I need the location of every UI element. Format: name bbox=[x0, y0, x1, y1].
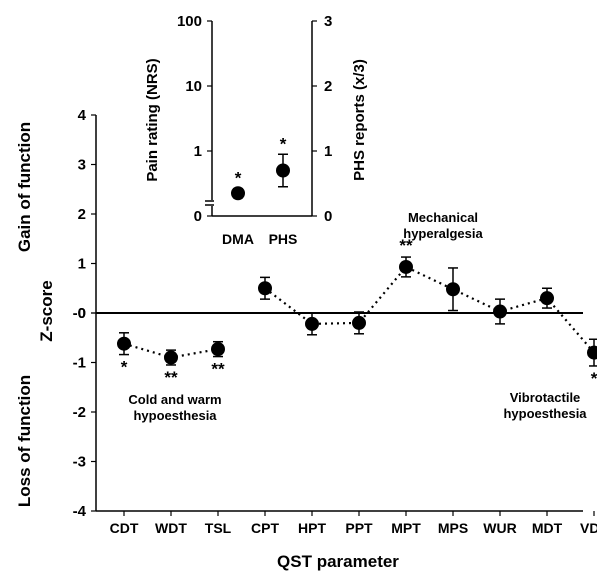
x-tick-label: PPT bbox=[345, 520, 373, 536]
x-tick-label: VDT bbox=[580, 520, 597, 536]
inset-right-tick-label: 2 bbox=[324, 78, 332, 95]
data-point bbox=[117, 336, 131, 351]
x-tick-label: WDT bbox=[155, 520, 187, 536]
inset-right-tick-label: 0 bbox=[324, 208, 332, 225]
inset-right-axis-label: PHS reports (x/3) bbox=[351, 59, 368, 181]
annotation-cold-warm-line1: Cold and warm bbox=[128, 392, 221, 407]
significance-marker: ** bbox=[399, 236, 413, 255]
inset-significance-marker: * bbox=[235, 169, 242, 188]
y-tick-label: 1 bbox=[78, 256, 86, 273]
y-tick-label: 3 bbox=[78, 157, 86, 174]
inset-right-tick-label: 3 bbox=[324, 13, 332, 30]
annotation-vibro-line1: Vibrotactile bbox=[510, 390, 581, 405]
significance-marker: * bbox=[591, 369, 597, 388]
annotation-cold-warm-line2: hypoesthesia bbox=[133, 408, 217, 423]
data-point bbox=[493, 304, 507, 319]
inset-left-tick-label: 10 bbox=[185, 78, 202, 95]
annotation-mech-line1: Mechanical bbox=[408, 210, 478, 225]
x-tick-label: WUR bbox=[483, 520, 516, 536]
x-tick-label: MPT bbox=[391, 520, 421, 536]
significance-marker: * bbox=[121, 358, 128, 377]
data-point bbox=[305, 316, 319, 331]
data-point bbox=[540, 291, 554, 306]
x-tick-label: CDT bbox=[110, 520, 139, 536]
data-point bbox=[399, 259, 413, 274]
annotation-mech-line2: hyperalgesia bbox=[403, 226, 483, 241]
y-tick-label: -3 bbox=[73, 454, 86, 471]
gain-of-function-label: Gain of function bbox=[15, 122, 34, 252]
loss-of-function-label: Loss of function bbox=[15, 375, 34, 507]
series-line bbox=[264, 265, 595, 354]
inset-data-point bbox=[231, 186, 245, 201]
y-axis-label: Z-score bbox=[37, 280, 56, 341]
x-axis-label: QST parameter bbox=[277, 552, 399, 571]
y-tick-label: 4 bbox=[78, 107, 87, 124]
x-tick-label: HPT bbox=[298, 520, 326, 536]
data-point bbox=[258, 281, 272, 296]
inset-x-tick-label: DMA bbox=[222, 231, 254, 247]
inset-left-tick-label: 0 bbox=[194, 208, 202, 225]
y-tick-label: -0 bbox=[73, 305, 86, 322]
inset-left-axis-label: Pain rating (NRS) bbox=[144, 58, 161, 181]
x-tick-label: CPT bbox=[251, 520, 279, 536]
y-tick-label: -4 bbox=[73, 503, 87, 520]
data-point bbox=[164, 350, 178, 365]
x-tick-label: TSL bbox=[205, 520, 232, 536]
x-tick-label: MDT bbox=[532, 520, 563, 536]
significance-marker: ** bbox=[211, 360, 225, 379]
y-tick-label: -1 bbox=[73, 355, 86, 372]
annotation-vibro-line2: hypoesthesia bbox=[503, 406, 587, 421]
inset-data-point bbox=[276, 163, 290, 178]
x-tick-label: MPS bbox=[438, 520, 468, 536]
inset-significance-marker: * bbox=[280, 134, 287, 153]
significance-marker: ** bbox=[164, 368, 178, 387]
inset-left-tick-label: 1 bbox=[194, 143, 202, 160]
data-point bbox=[211, 342, 225, 357]
data-point bbox=[352, 315, 366, 330]
inset-x-tick-label: PHS bbox=[269, 231, 298, 247]
y-tick-label: 0 bbox=[78, 305, 86, 322]
data-point bbox=[446, 282, 460, 297]
y-tick-label: 2 bbox=[78, 206, 86, 223]
data-point bbox=[587, 345, 597, 360]
inset-left-tick-label: 100 bbox=[177, 13, 202, 30]
inset-right-tick-label: 1 bbox=[324, 143, 332, 160]
y-tick-label: -2 bbox=[73, 404, 86, 421]
